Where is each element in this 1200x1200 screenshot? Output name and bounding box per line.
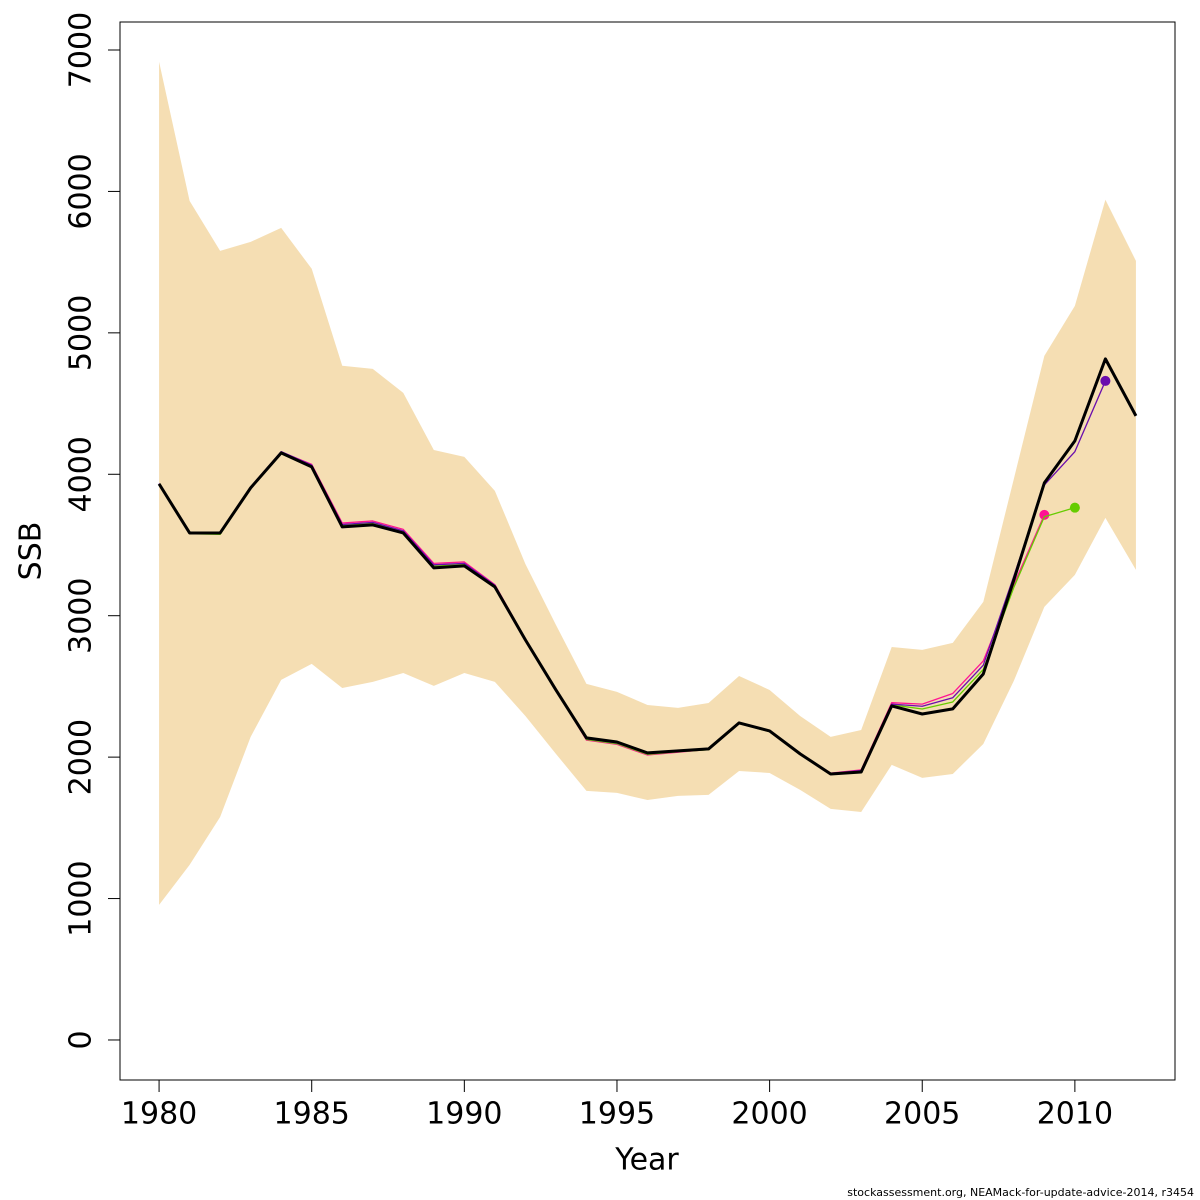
x-tick-label: 2000 [731,1097,807,1132]
footer: stockassessment.org, NEAMack-for-update-… [847,1186,1194,1199]
retro-end-point [1039,509,1050,520]
y-tick-label: 5000 [64,295,99,371]
y-tick-label: 6000 [64,153,99,229]
x-tick-label: 2005 [884,1097,960,1132]
y-tick-label: 2000 [64,719,99,795]
x-tick-label: 1985 [274,1097,350,1132]
y-tick-label: 7000 [64,12,99,88]
y-tick-label: 3000 [64,578,99,654]
y-axis-label: SSB [14,522,49,581]
x-tick-label: 2010 [1037,1097,1113,1132]
x-tick-label: 1990 [426,1097,502,1132]
y-tick-label: 0 [64,1030,99,1049]
x-axis-label: Year [614,1143,679,1178]
y-tick-label: 4000 [64,436,99,512]
retro-end-point [1069,502,1080,513]
confidence-band [159,61,1136,905]
estimate-line [157,357,1138,776]
retro-end-point [1100,375,1111,386]
x-tick-label: 1995 [579,1097,655,1132]
x-tick-label: 1980 [121,1097,197,1132]
y-tick-label: 1000 [64,860,99,936]
